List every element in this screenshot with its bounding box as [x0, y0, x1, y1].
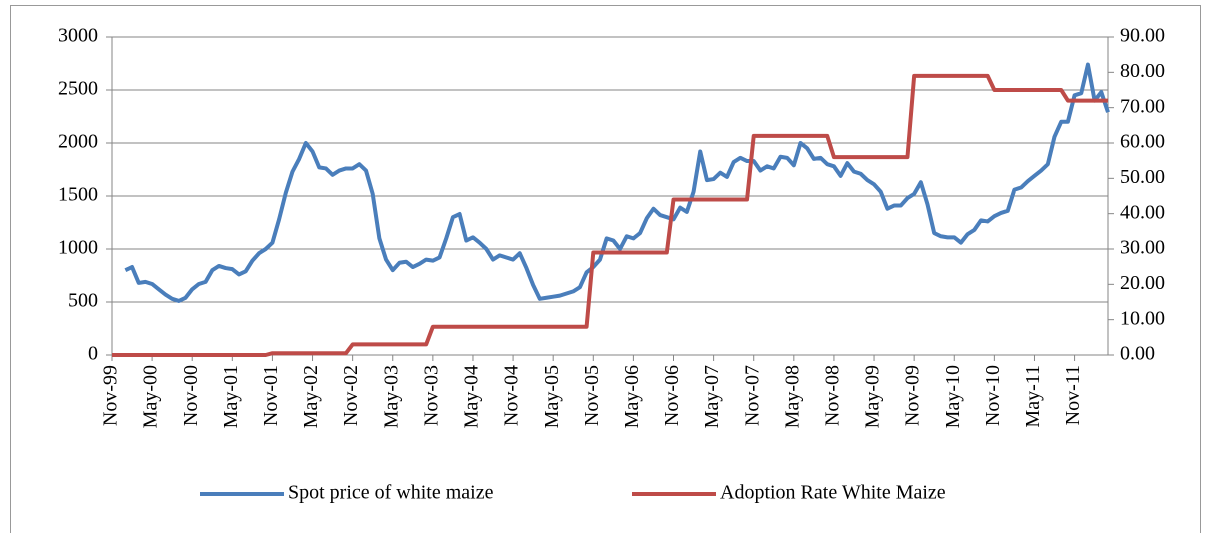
- x-tick-label: Nov-10: [982, 365, 1004, 426]
- x-tick-label: Nov-07: [741, 365, 763, 426]
- series-line: [112, 73, 1108, 357]
- y2-tick-label: 80.00: [1120, 60, 1165, 82]
- y-tick-label: 1500: [58, 184, 98, 206]
- y-tick-label: 2000: [58, 131, 98, 153]
- x-tick-label: May-01: [220, 365, 242, 428]
- x-tick-label: May-07: [701, 365, 723, 428]
- x-tick-label: Nov-04: [501, 365, 523, 426]
- x-tick-label: Nov-03: [420, 365, 442, 426]
- x-tick-label: May-06: [621, 365, 643, 428]
- y2-tick-label: 70.00: [1120, 95, 1165, 117]
- y2-tick-label: 0.00: [1120, 343, 1155, 365]
- x-tick-label: May-05: [541, 365, 563, 428]
- legend-label: Adoption Rate White Maize: [720, 482, 946, 504]
- x-tick-label: May-00: [140, 365, 162, 428]
- x-tick-label: Nov-11: [1062, 365, 1084, 425]
- x-tick-label: Nov-06: [661, 365, 683, 426]
- y-tick-label: 0: [88, 343, 98, 365]
- y2-tick-label: 60.00: [1120, 131, 1165, 153]
- y2-tick-label: 50.00: [1120, 166, 1165, 188]
- x-tick-label: Nov-99: [100, 365, 122, 426]
- x-tick-label: May-09: [862, 365, 884, 428]
- x-tick-label: May-10: [942, 365, 964, 428]
- x-tick-label: May-08: [781, 365, 803, 428]
- legend-label: Spot price of white maize: [288, 482, 494, 504]
- chart-border: [10, 5, 1201, 533]
- y2-tick-label: 30.00: [1120, 237, 1165, 259]
- x-tick-label: Nov-05: [581, 365, 603, 426]
- series-line: [124, 62, 1110, 303]
- x-tick-label: May-11: [1022, 365, 1044, 428]
- x-tick-label: Nov-01: [260, 365, 282, 426]
- x-tick-label: Nov-00: [180, 365, 202, 426]
- x-tick-label: May-04: [461, 365, 483, 428]
- y-tick-label: 2500: [58, 78, 98, 100]
- x-tick-label: May-03: [380, 365, 402, 428]
- x-tick-label: Nov-08: [822, 365, 844, 426]
- y-tick-label: 1000: [58, 237, 98, 259]
- y-tick-label: 500: [68, 290, 98, 312]
- y2-tick-label: 40.00: [1120, 201, 1165, 223]
- x-tick-label: Nov-02: [340, 365, 362, 426]
- y2-tick-label: 20.00: [1120, 272, 1165, 294]
- x-tick-label: Nov-09: [902, 365, 924, 426]
- y2-tick-label: 10.00: [1120, 307, 1165, 329]
- y-tick-label: 3000: [58, 25, 98, 47]
- x-tick-label: May-02: [300, 365, 322, 428]
- y2-tick-label: 90.00: [1120, 25, 1165, 47]
